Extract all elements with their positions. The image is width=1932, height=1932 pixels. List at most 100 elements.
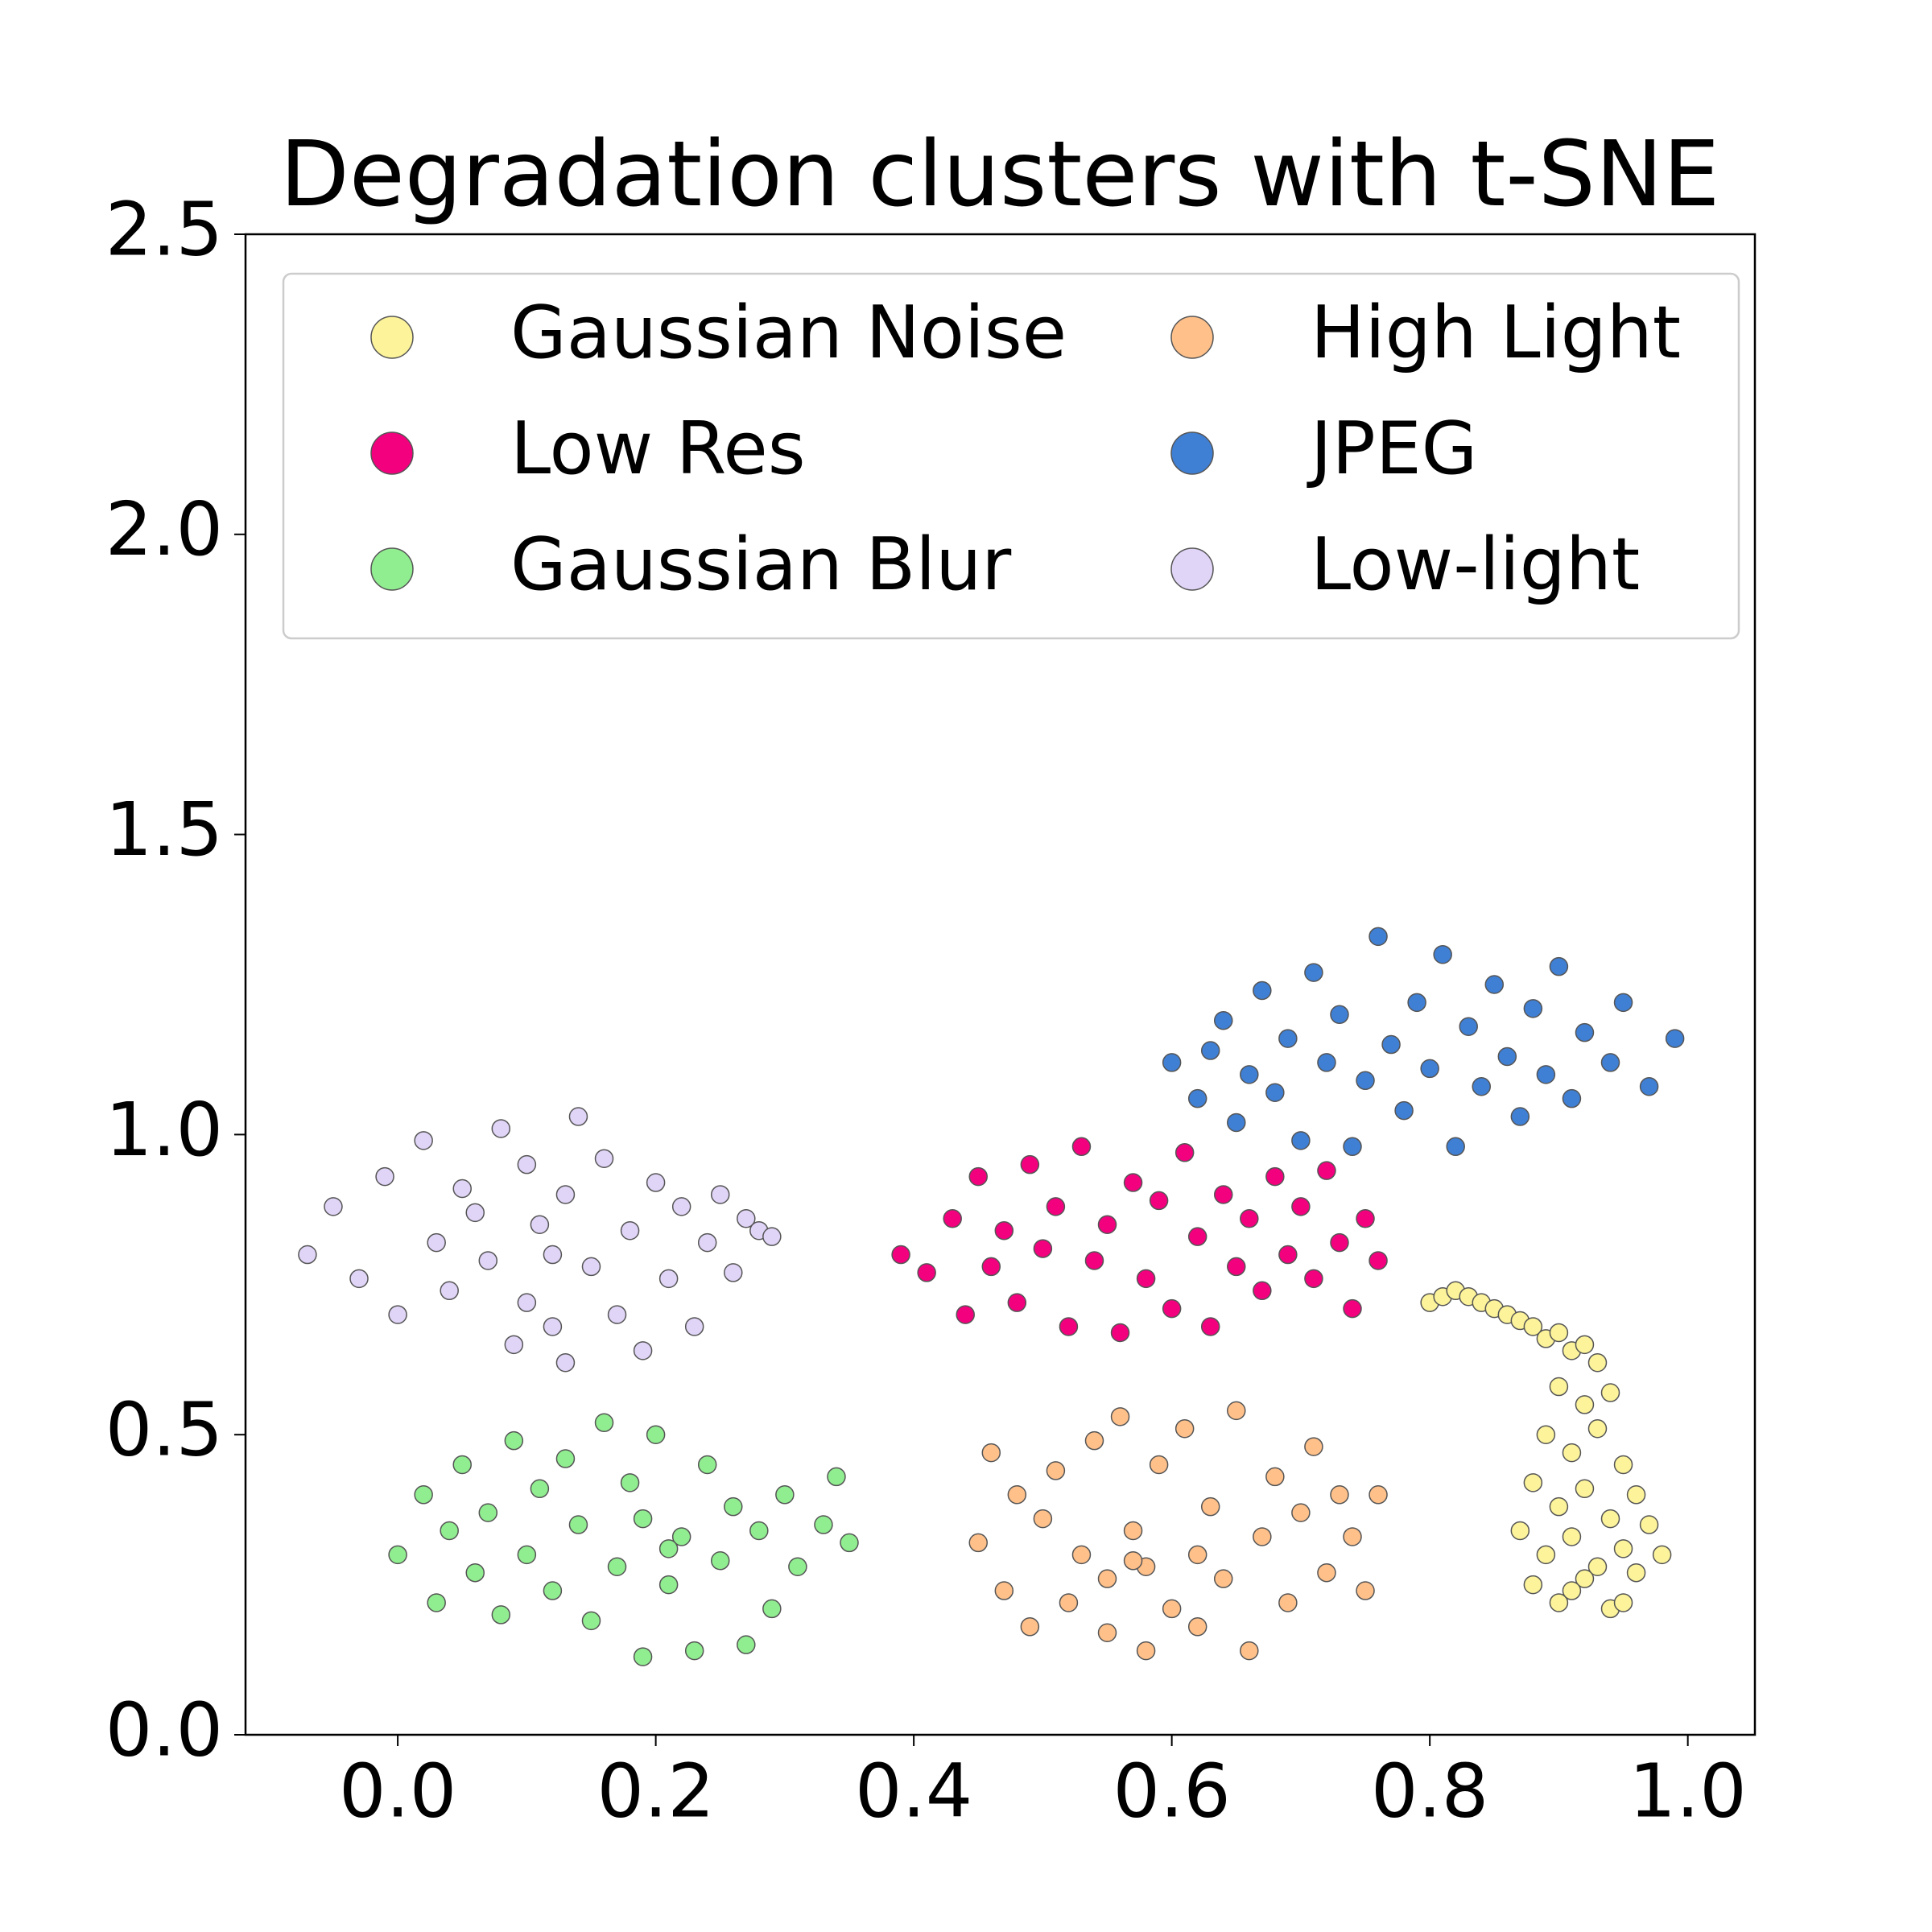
point	[1007, 1293, 1027, 1312]
point	[1613, 1539, 1633, 1558]
point	[1240, 1641, 1259, 1661]
point	[1174, 1418, 1195, 1439]
x-tick-label: 1.0	[1629, 1748, 1747, 1834]
point	[1536, 1425, 1556, 1444]
point	[1278, 1029, 1298, 1048]
point	[1253, 1527, 1272, 1546]
point	[1523, 1317, 1543, 1336]
point	[555, 1352, 576, 1373]
point	[478, 1251, 498, 1270]
point	[1549, 1593, 1569, 1612]
point	[1046, 1461, 1066, 1480]
point	[517, 1154, 537, 1174]
legend-label: High Light	[1311, 291, 1681, 375]
point	[543, 1245, 563, 1265]
point	[956, 1305, 975, 1324]
point	[1549, 956, 1569, 976]
legend-marker	[370, 547, 414, 591]
point	[1587, 1557, 1608, 1576]
point	[749, 1521, 769, 1541]
point	[1110, 1407, 1130, 1426]
legend-label: Low-light	[1311, 522, 1640, 607]
point	[1394, 1100, 1414, 1121]
point	[1510, 1107, 1530, 1126]
point	[1149, 1455, 1169, 1475]
point	[1240, 1209, 1259, 1228]
y-tick-label: 0.0	[105, 1686, 223, 1773]
point	[981, 1257, 1001, 1277]
point	[1059, 1593, 1079, 1612]
point	[917, 1263, 936, 1282]
point	[1562, 1581, 1582, 1600]
point	[1162, 1599, 1182, 1619]
point	[465, 1203, 485, 1223]
point	[1523, 1473, 1543, 1492]
point	[1291, 1131, 1311, 1150]
point	[1149, 1191, 1169, 1211]
point	[1613, 1455, 1633, 1475]
point	[814, 1515, 833, 1534]
point	[504, 1335, 524, 1355]
point	[1420, 1059, 1439, 1079]
point	[633, 1647, 653, 1666]
point	[891, 1245, 910, 1265]
legend-marker	[1170, 547, 1214, 591]
y-tick-label: 1.5	[105, 786, 223, 873]
point	[1240, 1065, 1259, 1084]
point	[1407, 993, 1426, 1013]
point	[1575, 1479, 1595, 1499]
point	[1575, 1395, 1595, 1414]
point	[1213, 1569, 1233, 1588]
point	[1200, 1041, 1220, 1060]
point	[827, 1467, 846, 1487]
point	[981, 1443, 1001, 1463]
point	[1020, 1154, 1040, 1174]
point	[684, 1641, 704, 1661]
point	[1033, 1239, 1053, 1258]
point	[633, 1341, 653, 1360]
point	[440, 1521, 459, 1541]
point	[1265, 1467, 1285, 1487]
point	[1562, 1527, 1582, 1546]
point	[1356, 1209, 1375, 1228]
point	[452, 1455, 472, 1475]
point	[1278, 1245, 1298, 1265]
point	[1575, 1022, 1595, 1042]
y-tick-label: 0.5	[105, 1387, 223, 1473]
point	[658, 1269, 679, 1289]
point	[1536, 1065, 1556, 1084]
point	[1587, 1418, 1608, 1439]
point	[1200, 1317, 1220, 1336]
legend-label: Gaussian Blur	[510, 522, 1011, 607]
point	[1639, 1515, 1659, 1534]
point	[1330, 1485, 1349, 1505]
point	[1562, 1088, 1582, 1108]
point	[517, 1293, 537, 1312]
point	[594, 1149, 614, 1168]
point	[1265, 1166, 1285, 1187]
point	[1084, 1251, 1104, 1270]
point	[478, 1503, 498, 1522]
point	[1587, 1352, 1608, 1373]
point	[298, 1245, 317, 1265]
legend-marker	[1170, 431, 1214, 475]
point	[1523, 999, 1543, 1018]
point	[1562, 1443, 1582, 1463]
point	[994, 1220, 1014, 1241]
point	[1317, 1563, 1336, 1583]
point	[620, 1473, 640, 1492]
point	[1084, 1430, 1104, 1451]
point	[1665, 1029, 1685, 1048]
point	[1459, 1017, 1478, 1036]
point	[671, 1197, 691, 1216]
point	[543, 1317, 563, 1336]
point	[1033, 1509, 1053, 1529]
legend-marker	[1170, 316, 1214, 359]
point	[620, 1220, 640, 1241]
point	[491, 1605, 511, 1624]
point	[1162, 1298, 1182, 1319]
point	[1343, 1298, 1362, 1319]
point	[633, 1509, 653, 1529]
x-tick-label: 0.0	[339, 1748, 456, 1834]
legend-label: Low Res	[510, 407, 806, 491]
